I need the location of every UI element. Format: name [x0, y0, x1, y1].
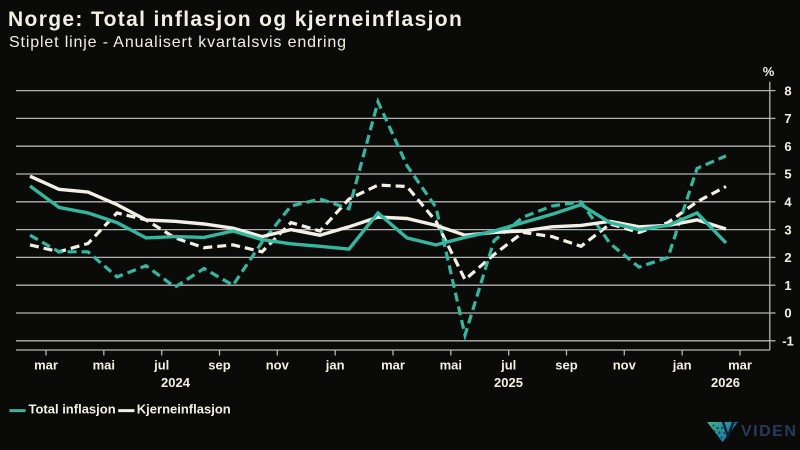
svg-text:jan: jan: [672, 358, 692, 373]
svg-text:8: 8: [784, 83, 791, 98]
svg-text:5: 5: [784, 167, 791, 182]
svg-text:mai: mai: [440, 358, 462, 373]
svg-text:2026: 2026: [711, 375, 740, 390]
svg-text:jul: jul: [153, 358, 169, 373]
svg-text:jan: jan: [325, 358, 345, 373]
svg-text:7: 7: [784, 111, 791, 126]
svg-text:sep: sep: [208, 358, 230, 373]
svg-text:6: 6: [784, 139, 791, 154]
svg-text:3: 3: [784, 222, 791, 237]
svg-text:jul: jul: [500, 358, 516, 373]
svg-text:Kjerneinflasjon: Kjerneinflasjon: [137, 402, 231, 417]
svg-text:1: 1: [784, 278, 791, 293]
svg-text:nov: nov: [613, 358, 637, 373]
svg-text:2025: 2025: [494, 375, 523, 390]
svg-text:2024: 2024: [161, 375, 191, 390]
svg-text:0: 0: [784, 306, 791, 321]
svg-text:%: %: [763, 64, 775, 79]
svg-text:mar: mar: [728, 358, 752, 373]
svg-text:mar: mar: [381, 358, 405, 373]
svg-text:Total inflasjon: Total inflasjon: [29, 402, 116, 417]
svg-text:VIDEN: VIDEN: [741, 423, 797, 440]
svg-text:2: 2: [784, 250, 791, 265]
svg-text:mar: mar: [34, 358, 58, 373]
svg-text:4: 4: [784, 195, 792, 210]
svg-text:nov: nov: [266, 358, 290, 373]
svg-text:-1: -1: [782, 334, 794, 349]
svg-text:sep: sep: [555, 358, 577, 373]
svg-text:mai: mai: [93, 358, 115, 373]
